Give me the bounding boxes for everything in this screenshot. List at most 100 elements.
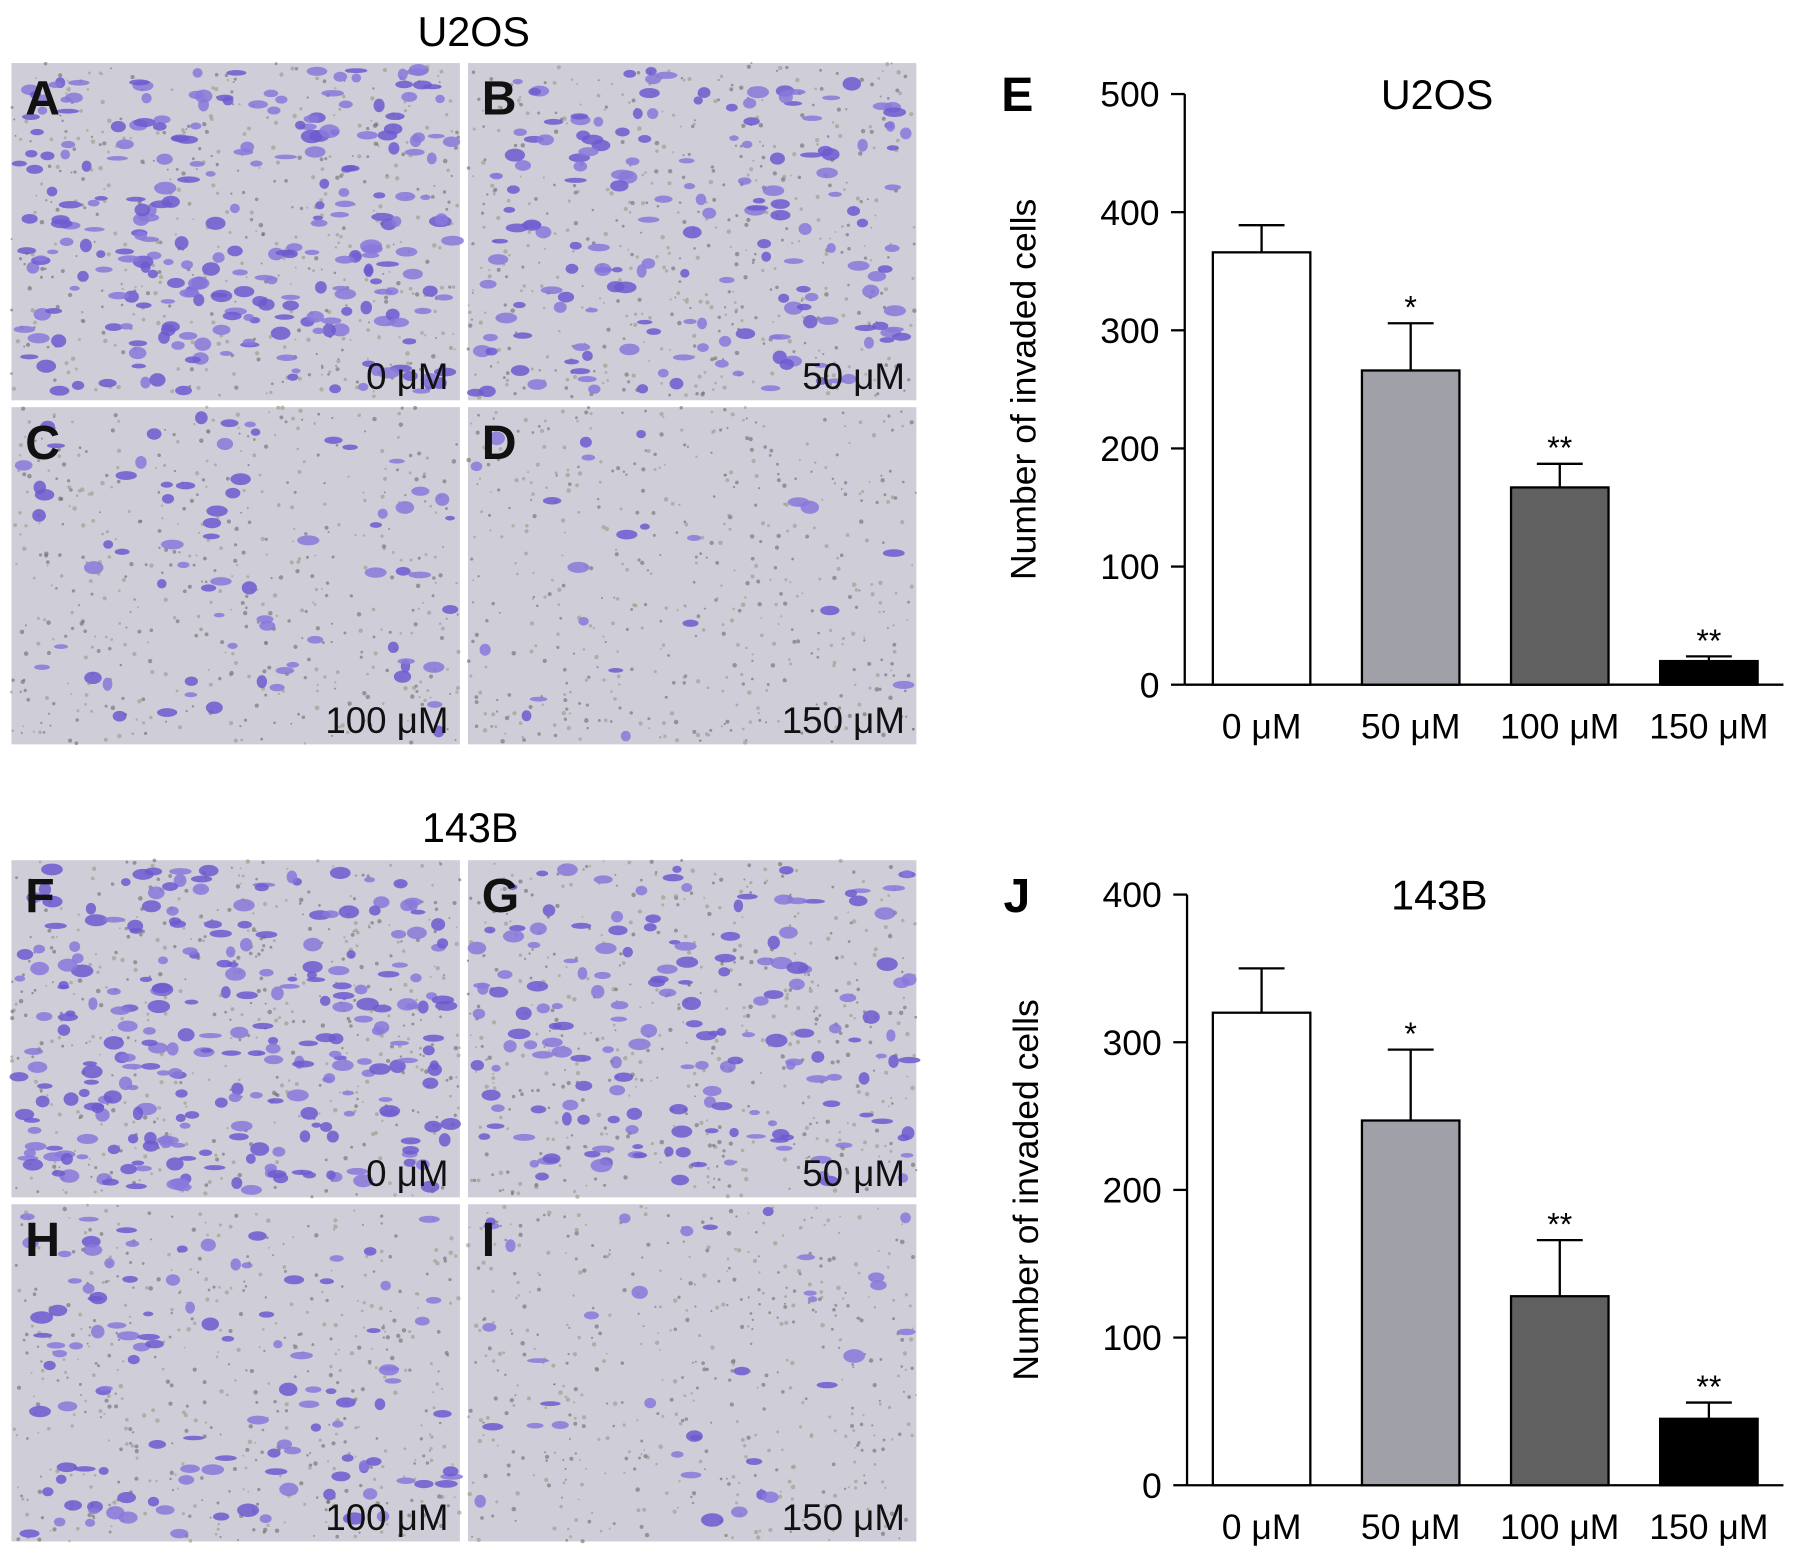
debris: [26, 1498, 29, 1502]
debris: [782, 1157, 788, 1162]
debris: [556, 645, 560, 649]
debris: [181, 128, 185, 132]
debris: [906, 1075, 909, 1078]
debris: [129, 136, 133, 140]
debris: [529, 621, 535, 626]
stained-cell: [626, 1107, 643, 1120]
stained-cell: [175, 1089, 188, 1098]
stained-cell: [106, 156, 129, 161]
stained-cell: [377, 508, 388, 519]
stained-cell: [102, 677, 113, 691]
stained-cell: [585, 307, 598, 313]
debris: [814, 461, 817, 464]
debris: [765, 1110, 770, 1115]
debris: [453, 1045, 459, 1051]
debris: [551, 1137, 555, 1142]
debris: [164, 1131, 169, 1136]
debris: [185, 1301, 188, 1304]
debris: [819, 1264, 823, 1268]
debris: [328, 370, 332, 374]
stained-cell: [328, 1033, 344, 1045]
stained-cell: [22, 1237, 39, 1249]
debris: [110, 428, 115, 433]
debris: [416, 187, 420, 191]
debris: [273, 433, 277, 437]
debris: [337, 523, 341, 527]
debris: [686, 445, 690, 448]
stained-cell: [571, 922, 592, 929]
stained-cell: [578, 616, 589, 626]
debris: [90, 1175, 93, 1179]
debris: [340, 1313, 344, 1317]
debris: [491, 1020, 497, 1025]
debris: [775, 69, 779, 72]
debris: [542, 1213, 546, 1217]
debris: [241, 550, 246, 555]
debris: [636, 126, 642, 131]
debris: [498, 1189, 502, 1193]
debris: [241, 190, 246, 195]
debris: [591, 1342, 597, 1347]
stained-cell: [118, 1053, 136, 1062]
debris: [274, 1321, 278, 1325]
stained-cell: [529, 696, 548, 702]
debris: [203, 935, 207, 939]
debris: [488, 513, 492, 517]
debris: [67, 292, 73, 298]
debris: [327, 530, 330, 534]
debris: [169, 1133, 172, 1136]
debris: [57, 1036, 62, 1040]
stained-cell: [733, 899, 744, 913]
stained-cell: [743, 117, 760, 126]
debris: [751, 677, 754, 681]
debris: [293, 644, 298, 649]
debris: [654, 140, 660, 146]
debris: [305, 1310, 309, 1314]
debris: [678, 503, 681, 507]
debris: [756, 1386, 759, 1389]
debris: [137, 629, 142, 634]
debris: [155, 1479, 158, 1483]
debris: [224, 73, 229, 78]
debris: [350, 932, 355, 937]
debris: [852, 1366, 855, 1369]
debris: [485, 1415, 490, 1420]
debris: [69, 1473, 73, 1477]
debris: [663, 734, 667, 739]
debris: [742, 418, 745, 422]
debris: [118, 1383, 124, 1389]
stained-cell: [338, 187, 350, 197]
debris: [72, 506, 77, 511]
stained-cell: [678, 158, 695, 164]
debris: [805, 534, 810, 539]
stained-cell: [885, 120, 896, 132]
stained-cell: [802, 115, 823, 122]
debris: [211, 418, 215, 422]
debris: [349, 895, 352, 898]
debris: [274, 62, 278, 66]
debris: [880, 658, 884, 662]
debris: [637, 1312, 640, 1315]
debris: [86, 1203, 90, 1207]
debris: [381, 1465, 385, 1469]
stained-cell: [265, 1043, 281, 1054]
debris: [605, 1132, 608, 1136]
debris: [808, 1251, 812, 1256]
debris: [457, 1510, 462, 1515]
debris: [530, 498, 533, 501]
debris: [215, 1157, 220, 1162]
debris: [40, 182, 44, 186]
debris: [139, 519, 143, 523]
debris: [232, 103, 235, 106]
debris: [484, 1354, 488, 1358]
debris: [198, 147, 202, 151]
debris: [207, 1078, 211, 1082]
debris: [846, 223, 851, 227]
debris: [291, 540, 294, 543]
debris: [196, 385, 201, 390]
debris: [147, 1211, 152, 1216]
debris: [133, 598, 136, 601]
stained-cell: [176, 1245, 188, 1253]
debris: [509, 105, 514, 110]
debris: [437, 1494, 442, 1499]
